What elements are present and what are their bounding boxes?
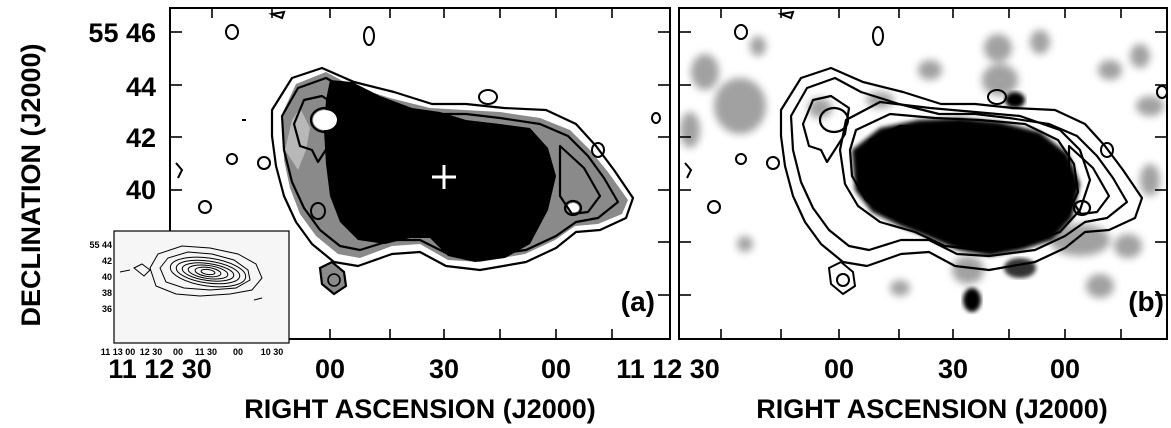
ra-tick-label: 00 [824, 354, 854, 384]
panel-a-frame [169, 7, 671, 340]
panel-b-frame [678, 7, 1168, 340]
ra-tick-label: 11 12 30 [616, 354, 720, 384]
x-axis-title: RIGHT ASCENSION (J2000) [244, 394, 596, 424]
panel-b-label: (b) [1128, 286, 1164, 317]
y-axis-title: DECLINATION (J2000) [16, 43, 46, 326]
panel-b: (b) [678, 7, 1168, 340]
emission-core-b [852, 92, 1080, 312]
panel-a: (a) [169, 7, 671, 340]
inset-ra-tick: 00 [233, 347, 243, 357]
centre-cross-marker [432, 165, 456, 189]
inset-dec-tick: 55 44 [89, 240, 112, 250]
x-axis-title: RIGHT ASCENSION (J2000) [756, 394, 1108, 424]
inset-dec-tick: 38 [102, 288, 112, 298]
ra-tick-label: 00 [541, 354, 571, 384]
inset-ra-tick: 11 30 [195, 347, 217, 357]
dec-tick-label: 55 46 [88, 18, 156, 48]
inset-dec-tick: 36 [102, 304, 112, 314]
inset-ra-tick: 00 [173, 347, 183, 357]
ra-tick-label: 30 [938, 354, 968, 384]
inset-dec-tick: 42 [102, 256, 112, 266]
dec-tick-label: 44 [126, 72, 156, 102]
inset-dec-tick: 40 [102, 272, 112, 282]
ra-tick-label: 00 [1050, 354, 1080, 384]
ra-tick-label: 11 12 30 [108, 354, 212, 384]
inset-panel: 55 44 42 40 38 36 11 13 00 12 30 00 11 3… [89, 230, 290, 357]
inset-ra-tick: 12 30 [140, 347, 163, 357]
ra-tick-label: 30 [429, 354, 459, 384]
dec-tick-label: 42 [126, 123, 156, 153]
emission-core [324, 80, 556, 262]
inset-ra-tick: 11 13 00 [101, 347, 136, 357]
inset-ra-tick: 10 30 [261, 347, 284, 357]
ra-tick-label: 00 [315, 354, 345, 384]
dec-tick-label: 40 [126, 175, 156, 205]
panel-a-label: (a) [621, 286, 655, 317]
